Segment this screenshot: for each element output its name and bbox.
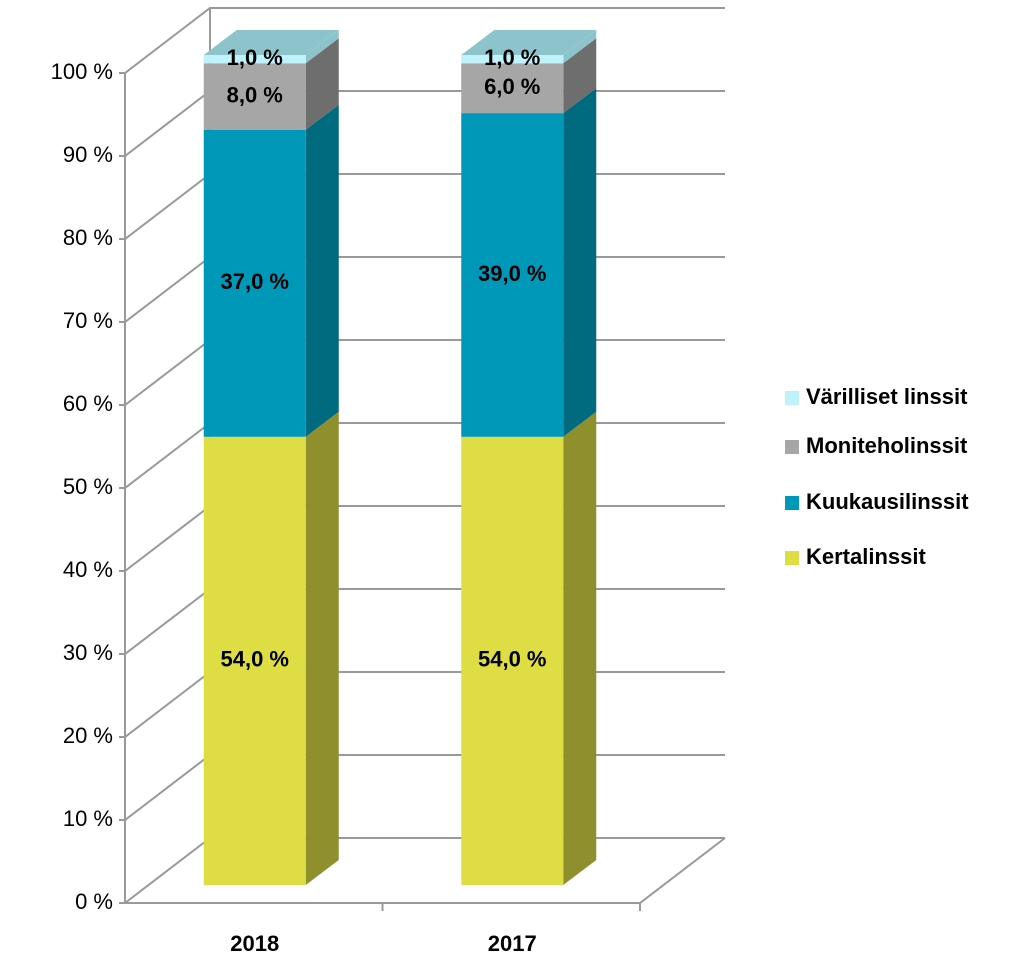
legend-label: Moniteholinssit bbox=[806, 433, 968, 458]
bar bbox=[461, 436, 564, 885]
value-label: 8,0 % bbox=[227, 82, 283, 107]
bar-side bbox=[563, 88, 597, 437]
value-label: 6,0 % bbox=[484, 74, 540, 99]
bar-side bbox=[305, 411, 339, 885]
bar-side bbox=[563, 30, 597, 64]
value-label: 1,0 % bbox=[227, 45, 283, 70]
y-tick-label: 80 % bbox=[63, 225, 113, 250]
bar-side bbox=[305, 104, 339, 437]
bar bbox=[203, 436, 306, 885]
bar bbox=[461, 55, 564, 64]
legend-label: Värilliset linssit bbox=[806, 384, 968, 409]
legend-swatch bbox=[785, 440, 799, 454]
value-label: 37,0 % bbox=[221, 269, 290, 294]
legend-label: Kuukausilinssit bbox=[806, 489, 969, 514]
value-label: 54,0 % bbox=[221, 647, 290, 672]
x-tick-label: 2018 bbox=[230, 931, 279, 956]
bar bbox=[461, 113, 564, 437]
y-tick-label: 30 % bbox=[63, 640, 113, 665]
value-label: 54,0 % bbox=[478, 647, 547, 672]
y-tick-label: 0 % bbox=[75, 889, 113, 914]
bar-side bbox=[563, 411, 597, 885]
bar bbox=[203, 55, 306, 64]
value-label: 39,0 % bbox=[478, 261, 547, 286]
legend-swatch bbox=[785, 551, 799, 565]
bar-top bbox=[203, 30, 339, 55]
y-tick-label: 10 % bbox=[63, 806, 113, 831]
grid-line bbox=[124, 7, 725, 74]
bar-top bbox=[461, 30, 597, 55]
legend-swatch bbox=[785, 391, 799, 405]
y-tick-label: 40 % bbox=[63, 557, 113, 582]
legend-label: Kertalinssit bbox=[806, 544, 926, 569]
value-label: 1,0 % bbox=[484, 45, 540, 70]
y-tick-label: 90 % bbox=[63, 142, 113, 167]
y-tick-label: 50 % bbox=[63, 474, 113, 499]
bar-side bbox=[305, 30, 339, 64]
y-tick-label: 100 % bbox=[51, 59, 113, 84]
bar-side bbox=[563, 38, 597, 114]
bar-side bbox=[305, 38, 339, 130]
bar bbox=[203, 63, 306, 130]
y-tick-label: 20 % bbox=[63, 723, 113, 748]
bar bbox=[461, 63, 564, 114]
y-tick-label: 60 % bbox=[63, 391, 113, 416]
x-tick-label: 2017 bbox=[488, 931, 537, 956]
bar bbox=[203, 129, 306, 437]
legend-swatch bbox=[785, 496, 799, 510]
y-tick-label: 70 % bbox=[63, 308, 113, 333]
